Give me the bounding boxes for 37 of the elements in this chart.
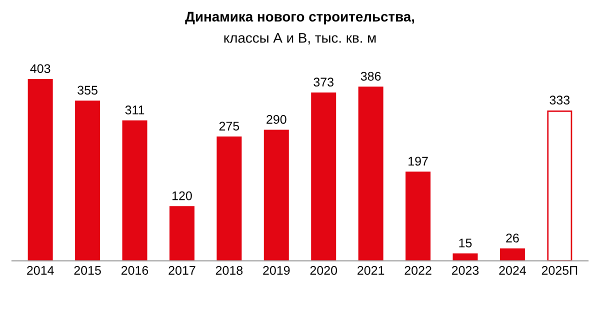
bar [311,92,336,261]
bar [122,120,148,261]
bar [75,100,100,261]
bar [547,110,572,261]
data-label: 386 [360,72,381,81]
x-tick-label: 2025П [542,266,578,275]
data-label: 26 [506,234,519,242]
x-tick-label: 2019 [263,266,290,275]
x-tick-label: 2015 [74,266,101,275]
data-label: 355 [78,86,98,95]
data-label: 403 [30,64,50,74]
data-label: 333 [550,96,570,105]
data-label: 373 [314,78,334,87]
data-label: 311 [125,106,144,114]
x-tick-label: 2021 [358,266,384,275]
x-tick-label: 2022 [404,266,432,275]
bar [28,78,53,261]
data-label: 290 [266,114,286,124]
x-tick-label: 2014 [27,266,54,275]
x-tick-label: 2018 [216,266,243,275]
data-label: 275 [219,122,240,131]
x-tick-label: 2016 [121,266,148,275]
data-label: 120 [172,191,192,200]
data-label: 197 [408,156,428,166]
data-label: 15 [459,238,472,248]
chart-subtitle: классы А и В, тыс. кв. м [224,33,376,44]
x-tick-label: 2017 [168,266,196,275]
bar [264,130,289,261]
bar [406,172,431,261]
bar [358,86,384,261]
bar [169,206,194,261]
x-tick-label: 2024 [499,266,526,275]
bar [216,136,242,261]
x-tick-label: 2020 [310,266,338,275]
chart-title: Динамика нового строительства, [185,12,414,24]
bar [500,248,525,261]
x-tick-label: 2023 [452,266,479,275]
